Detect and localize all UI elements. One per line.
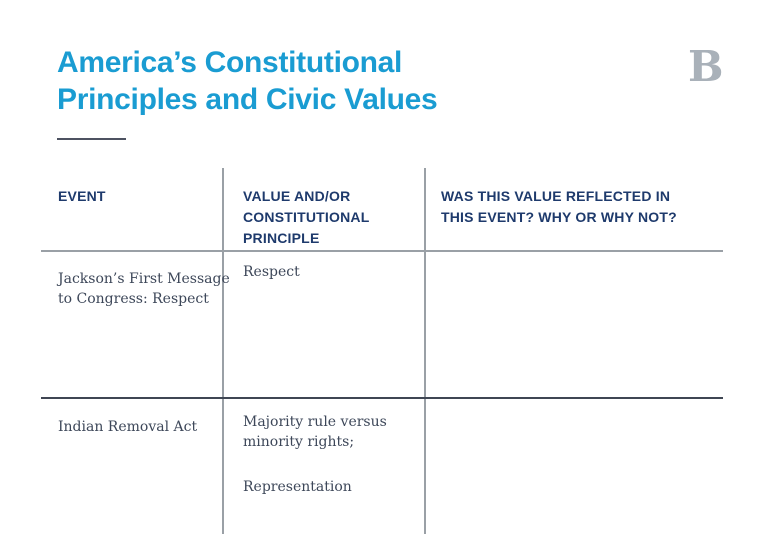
handout-letter: B [688, 42, 724, 91]
cell-event-row1: Jackson’s First Message to Congress: Res… [58, 271, 230, 307]
column-divider-1 [222, 168, 224, 534]
cell-reflection-row2 [441, 412, 707, 522]
page-title-line-1: America’s Constitutional [57, 46, 403, 79]
row-divider-rule [41, 397, 723, 399]
title-rule-divider [57, 138, 126, 140]
column-header-value: VALUE AND/OR CONSTITUTIONAL PRINCIPLE [243, 188, 370, 246]
cell-reflection-row1 [441, 262, 707, 382]
column-header-reflected: WAS THIS VALUE REFLECTED IN THIS EVENT? … [441, 188, 677, 225]
column-divider-2 [424, 168, 426, 534]
cell-event-row2: Indian Removal Act [58, 419, 198, 435]
cell-value-row1: Respect [243, 264, 300, 280]
page-title: America’s Constitutional Principles and … [57, 44, 438, 118]
cell-value-row2-secondary: Representation [243, 479, 352, 495]
column-header-event: EVENT [58, 188, 106, 204]
header-bottom-rule [41, 250, 723, 252]
cell-value-row2: Majority rule versus minority rights; [243, 414, 387, 450]
page-title-line-2: Principles and Civic Values [57, 83, 438, 116]
